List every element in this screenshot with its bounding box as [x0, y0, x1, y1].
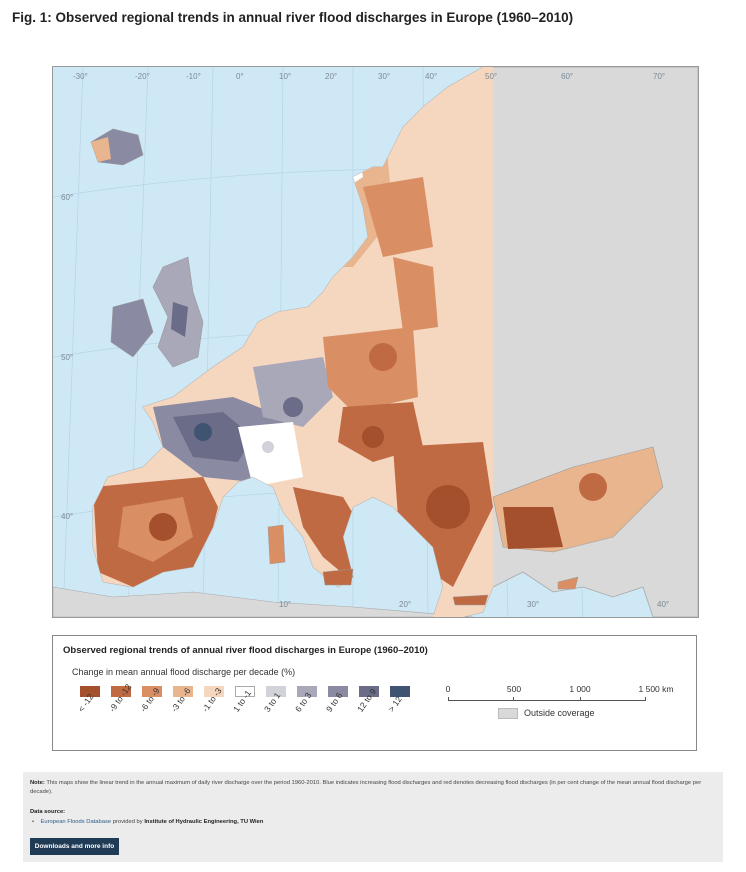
lon-label: 0° — [236, 72, 244, 81]
legend-swatch — [111, 686, 131, 697]
lon-label: -30° — [73, 72, 88, 81]
legend-swatch — [390, 686, 410, 697]
lon-label: 70° — [653, 72, 665, 81]
scale-label: 1 500 km — [638, 684, 674, 694]
downloads-button[interactable]: Downloads and more info — [30, 838, 119, 855]
legend-swatch — [266, 686, 286, 697]
data-source-item: • European Floods Database provided by I… — [32, 819, 263, 825]
figure-footer: Note: This maps show the linear trend in… — [23, 772, 723, 862]
lat-label: 40° — [61, 512, 73, 521]
lat-label: 60° — [61, 193, 73, 202]
scale-segment — [580, 697, 646, 701]
legend-swatch — [173, 686, 193, 697]
outside-coverage-swatch — [498, 708, 518, 719]
scale-bar: 0 500 1 000 1 500 km — [445, 684, 673, 704]
lon-label-bottom: 30° — [527, 600, 539, 609]
lon-label: 50° — [485, 72, 497, 81]
lon-label: 30° — [378, 72, 390, 81]
graticule-labels: -30° -20° -10° 0° 10° 20° 30° 40° 50° 60… — [61, 72, 669, 609]
legend-title: Observed regional trends of annual river… — [63, 645, 428, 656]
map-legend: Observed regional trends of annual river… — [52, 635, 697, 751]
data-source-link[interactable]: European Floods Database — [40, 819, 112, 825]
flood-trend-map: -30° -20° -10° 0° 10° 20° 30° 40° 50° 60… — [52, 66, 699, 618]
lon-label: 10° — [279, 72, 291, 81]
data-source-org[interactable]: Institute of Hydraulic Engineering, TU W… — [144, 819, 264, 825]
scale-segment — [514, 697, 580, 701]
mediterranean-islands — [267, 524, 579, 606]
lon-label: 20° — [325, 72, 337, 81]
british-isles — [110, 256, 204, 368]
lon-label: -10° — [186, 72, 201, 81]
legend-subtitle: Change in mean annual flood discharge pe… — [72, 667, 296, 677]
lon-label: 60° — [561, 72, 573, 81]
turkey — [492, 446, 664, 553]
lon-label-bottom: 20° — [399, 600, 411, 609]
scale-label: 0 — [445, 684, 451, 694]
legend-class-label: > 12 — [386, 694, 404, 714]
bullet-icon: • — [32, 819, 39, 825]
legend-swatch — [235, 686, 255, 697]
lon-label: -20° — [135, 72, 150, 81]
lon-label-bottom: 10° — [279, 600, 291, 609]
iceland — [90, 128, 144, 166]
note-body: This maps show the linear trend in the a… — [30, 780, 702, 795]
data-source-connector: provided by — [112, 819, 143, 825]
legend-swatch — [297, 686, 317, 697]
note-text: Note: This maps show the linear trend in… — [30, 779, 718, 796]
scale-segment — [448, 697, 514, 701]
figure-title: Fig. 1: Observed regional trends in annu… — [12, 10, 574, 25]
data-source-heading: Data source: — [30, 809, 66, 815]
legend-class-label: < -12 — [76, 691, 96, 714]
legend-swatch — [80, 686, 100, 697]
scale-label: 500 — [506, 684, 522, 694]
legend-swatch — [359, 686, 379, 697]
lat-label: 50° — [61, 353, 73, 362]
lon-label: 40° — [425, 72, 437, 81]
map-canvas: -30° -20° -10° 0° 10° 20° 30° 40° 50° 60… — [53, 67, 698, 617]
lon-label-bottom: 40° — [657, 600, 669, 609]
note-label: Note: — [30, 780, 45, 786]
outside-coverage-label: Outside coverage — [524, 708, 595, 718]
legend-swatch — [142, 686, 162, 697]
scale-label: 1 000 — [569, 684, 591, 694]
legend-swatch — [328, 686, 348, 697]
legend-swatch — [204, 686, 224, 697]
